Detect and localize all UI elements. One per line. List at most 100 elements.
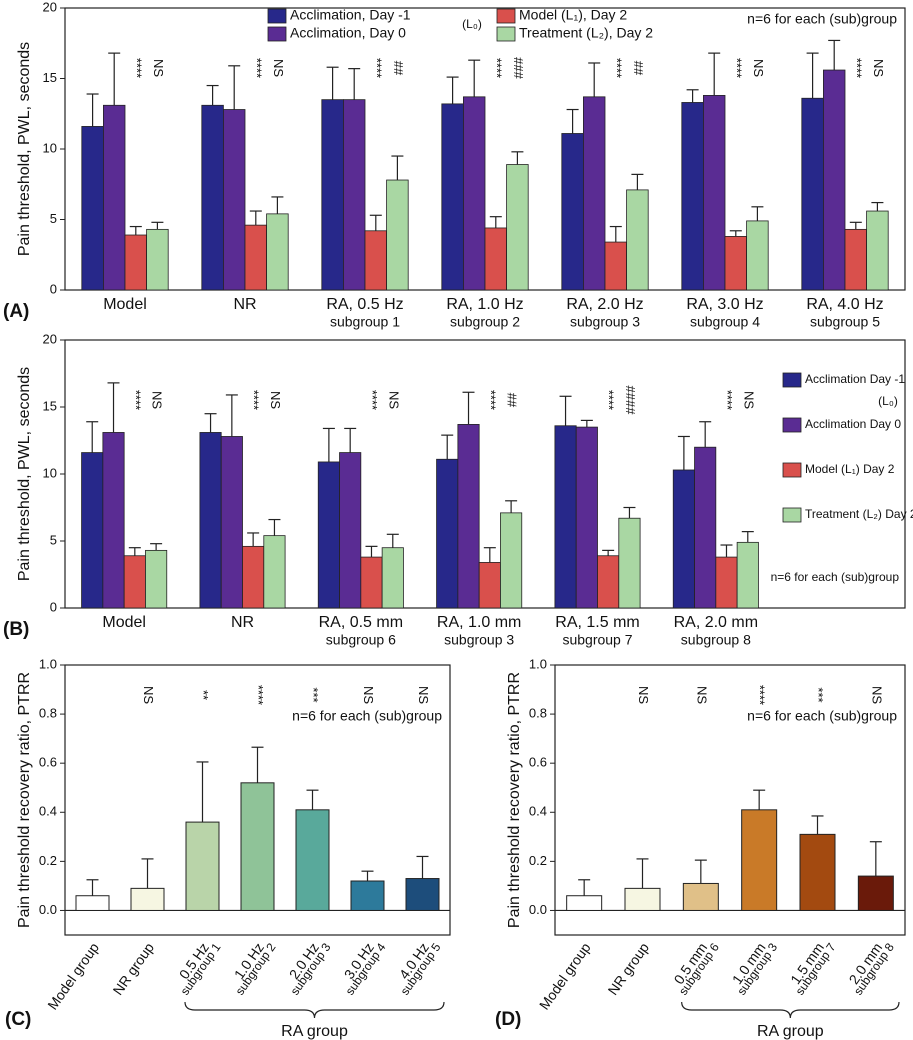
bar bbox=[457, 424, 480, 609]
x-tick-label: NR group bbox=[605, 939, 653, 997]
bar bbox=[866, 210, 889, 291]
error-bar bbox=[86, 421, 99, 453]
x-tick-label: Model group bbox=[536, 939, 594, 1012]
error-bar bbox=[699, 421, 712, 448]
error-bar bbox=[86, 879, 99, 896]
error-bar bbox=[729, 230, 742, 237]
error-bar bbox=[871, 201, 884, 212]
error-bar bbox=[720, 544, 733, 558]
bar bbox=[321, 99, 344, 291]
bar bbox=[575, 426, 598, 609]
bar bbox=[201, 104, 224, 291]
y-axis-label: Pain threshold recovery ratio, PTRR bbox=[506, 672, 523, 928]
significance-label: **** bbox=[249, 58, 264, 78]
y-tick-label: 0 bbox=[50, 599, 57, 614]
significance-label: ## bbox=[505, 393, 520, 408]
legend-group-label: (L₀) bbox=[878, 394, 898, 408]
error-bar bbox=[694, 859, 707, 884]
error-bar bbox=[483, 547, 496, 563]
error-bar bbox=[511, 151, 524, 165]
error-bar bbox=[623, 506, 636, 519]
bar bbox=[694, 446, 717, 609]
significance-label: **** bbox=[251, 685, 266, 705]
significance-label: ## bbox=[631, 61, 646, 76]
error-bar bbox=[141, 858, 154, 889]
y-tick-label: 0.8 bbox=[39, 706, 57, 721]
x-sub-label: subgroup 3 bbox=[444, 632, 514, 648]
error-bar bbox=[348, 68, 361, 100]
error-bar bbox=[559, 395, 572, 426]
bar bbox=[436, 458, 459, 609]
significance-label: NS bbox=[150, 391, 165, 409]
y-axis-label: Pain threshold recovery ratio, PTRR bbox=[16, 672, 33, 928]
significance-label: **** bbox=[720, 390, 735, 410]
bar bbox=[130, 887, 165, 911]
significance-label: NS bbox=[361, 686, 376, 704]
legend-swatch bbox=[496, 26, 516, 42]
significance-label: **** bbox=[129, 58, 144, 78]
bar bbox=[81, 126, 104, 291]
annotation: n=6 for each (sub)group bbox=[747, 708, 897, 724]
bar bbox=[844, 228, 868, 291]
bar bbox=[386, 179, 409, 291]
significance-label: NS bbox=[268, 391, 283, 409]
panel-label: (C) bbox=[5, 1009, 31, 1030]
y-tick-label: 0.4 bbox=[529, 804, 547, 819]
error-bar bbox=[128, 547, 141, 556]
bar bbox=[478, 562, 501, 609]
significance-label: **** bbox=[489, 58, 504, 78]
bar bbox=[405, 878, 440, 911]
significance-label: ** bbox=[196, 690, 211, 700]
bar bbox=[350, 880, 385, 911]
bar bbox=[566, 895, 603, 911]
legend-label: Treatment (L₂) Day 2 bbox=[805, 507, 913, 521]
error-bar bbox=[386, 533, 399, 548]
bar bbox=[604, 241, 628, 291]
significance-label: NS bbox=[751, 59, 766, 77]
error-bar bbox=[636, 858, 649, 889]
y-tick-label: 20 bbox=[43, 331, 57, 346]
x-tick-label: Model bbox=[103, 296, 147, 313]
legend-label: Acclimation Day -1 bbox=[805, 372, 905, 386]
bar bbox=[823, 69, 846, 291]
bar bbox=[381, 547, 404, 609]
error-bar bbox=[228, 65, 241, 110]
bar bbox=[103, 104, 126, 291]
bar bbox=[342, 99, 366, 291]
bar bbox=[561, 133, 584, 291]
error-bar bbox=[204, 413, 217, 433]
error-bar bbox=[268, 518, 281, 536]
x-sub-label: subgroup 6 bbox=[326, 632, 396, 648]
bar bbox=[263, 535, 286, 609]
bar bbox=[339, 452, 362, 609]
bar bbox=[736, 541, 759, 609]
bar bbox=[682, 882, 719, 911]
error-bar bbox=[151, 221, 164, 230]
bar bbox=[597, 555, 620, 609]
error-bar bbox=[753, 789, 766, 810]
bar bbox=[244, 224, 268, 291]
bar bbox=[240, 782, 275, 911]
legend-swatch bbox=[267, 26, 287, 42]
error-bar bbox=[588, 62, 601, 97]
error-bar bbox=[828, 39, 841, 71]
significance-label: **** bbox=[247, 390, 262, 410]
error-bar bbox=[247, 532, 260, 547]
bar bbox=[81, 452, 104, 609]
error-bar bbox=[441, 434, 454, 460]
legend-label: Acclimation Day 0 bbox=[805, 417, 901, 431]
error-bar bbox=[225, 394, 238, 437]
bar bbox=[124, 234, 148, 291]
legend-group-label: (L₀) bbox=[462, 17, 482, 31]
x-sub-label: subgroup 7 bbox=[562, 632, 632, 648]
bar bbox=[672, 469, 695, 609]
x-sub-label: subgroup 8 bbox=[681, 632, 751, 648]
y-tick-label: 0.0 bbox=[529, 902, 547, 917]
error-bar bbox=[322, 427, 335, 462]
y-tick-label: 10 bbox=[43, 140, 57, 155]
error-bar bbox=[150, 543, 163, 551]
bar bbox=[681, 102, 704, 291]
significance-label: NS bbox=[694, 686, 709, 704]
error-bar bbox=[468, 59, 481, 97]
bar bbox=[715, 556, 738, 609]
